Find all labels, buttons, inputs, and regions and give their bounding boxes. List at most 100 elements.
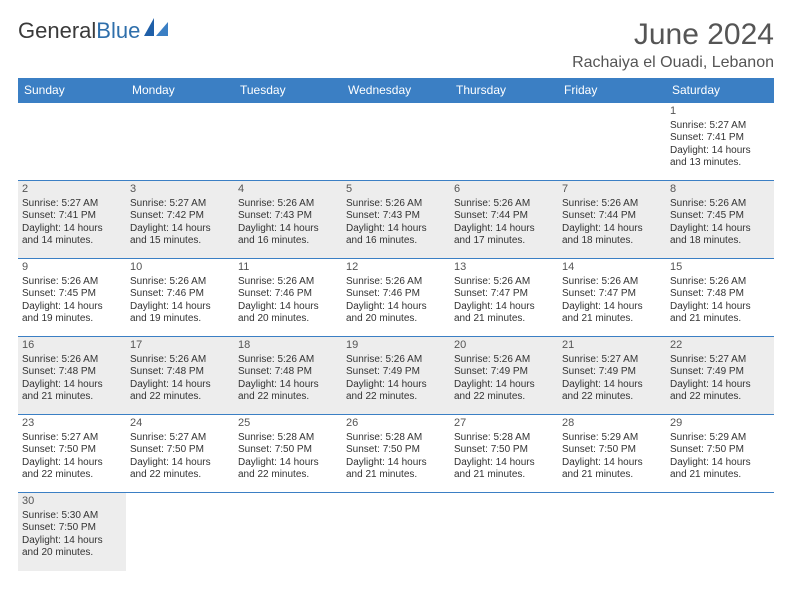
day-dl2: and 19 minutes. [130, 313, 230, 326]
day-dl1: Daylight: 14 hours [22, 223, 122, 236]
day-dl1: Daylight: 14 hours [238, 223, 338, 236]
calendar-day-cell: 7Sunrise: 5:26 AMSunset: 7:44 PMDaylight… [558, 181, 666, 259]
day-dl1: Daylight: 14 hours [454, 223, 554, 236]
calendar-day-cell: 25Sunrise: 5:28 AMSunset: 7:50 PMDayligh… [234, 415, 342, 493]
month-title: June 2024 [572, 18, 774, 52]
day-dl2: and 18 minutes. [562, 235, 662, 248]
day-number: 16 [22, 339, 122, 353]
day-number: 29 [670, 417, 770, 431]
day-dl2: and 21 minutes. [454, 469, 554, 482]
calendar-day-cell: 23Sunrise: 5:27 AMSunset: 7:50 PMDayligh… [18, 415, 126, 493]
day-sunset: Sunset: 7:46 PM [130, 288, 230, 301]
day-number: 5 [346, 183, 446, 197]
day-number: 12 [346, 261, 446, 275]
day-dl2: and 20 minutes. [22, 547, 122, 560]
day-sunset: Sunset: 7:47 PM [454, 288, 554, 301]
day-number: 24 [130, 417, 230, 431]
day-sunset: Sunset: 7:44 PM [562, 210, 662, 223]
sail-icon [144, 18, 170, 44]
day-dl1: Daylight: 14 hours [670, 223, 770, 236]
day-sunset: Sunset: 7:49 PM [670, 366, 770, 379]
day-dl2: and 20 minutes. [238, 313, 338, 326]
day-dl1: Daylight: 14 hours [22, 535, 122, 548]
day-sunrise: Sunrise: 5:26 AM [22, 354, 122, 367]
day-sunset: Sunset: 7:49 PM [346, 366, 446, 379]
day-sunrise: Sunrise: 5:28 AM [238, 432, 338, 445]
day-sunset: Sunset: 7:50 PM [454, 444, 554, 457]
day-dl2: and 22 minutes. [130, 391, 230, 404]
calendar-day-cell: 20Sunrise: 5:26 AMSunset: 7:49 PMDayligh… [450, 337, 558, 415]
day-number: 1 [670, 105, 770, 119]
calendar-day-cell: 14Sunrise: 5:26 AMSunset: 7:47 PMDayligh… [558, 259, 666, 337]
day-sunrise: Sunrise: 5:26 AM [454, 354, 554, 367]
calendar-day-cell: 8Sunrise: 5:26 AMSunset: 7:45 PMDaylight… [666, 181, 774, 259]
day-number: 7 [562, 183, 662, 197]
day-dl2: and 22 minutes. [346, 391, 446, 404]
day-dl1: Daylight: 14 hours [346, 457, 446, 470]
day-dl1: Daylight: 14 hours [130, 457, 230, 470]
title-block: June 2024 Rachaiya el Ouadi, Lebanon [572, 18, 774, 72]
header: GeneralBlue June 2024 Rachaiya el Ouadi,… [18, 18, 774, 72]
location: Rachaiya el Ouadi, Lebanon [572, 54, 774, 72]
day-dl1: Daylight: 14 hours [238, 301, 338, 314]
day-sunset: Sunset: 7:48 PM [670, 288, 770, 301]
day-dl2: and 15 minutes. [130, 235, 230, 248]
day-dl2: and 22 minutes. [670, 391, 770, 404]
weekday-header: Monday [126, 78, 234, 103]
calendar-week-row: 23Sunrise: 5:27 AMSunset: 7:50 PMDayligh… [18, 415, 774, 493]
day-dl1: Daylight: 14 hours [238, 457, 338, 470]
day-dl2: and 22 minutes. [22, 469, 122, 482]
day-number: 8 [670, 183, 770, 197]
day-sunrise: Sunrise: 5:26 AM [238, 354, 338, 367]
calendar-week-row: 9Sunrise: 5:26 AMSunset: 7:45 PMDaylight… [18, 259, 774, 337]
day-sunset: Sunset: 7:45 PM [670, 210, 770, 223]
calendar-day-cell: 24Sunrise: 5:27 AMSunset: 7:50 PMDayligh… [126, 415, 234, 493]
calendar-empty-cell [450, 103, 558, 181]
day-number: 22 [670, 339, 770, 353]
logo-word-1: General [18, 18, 96, 44]
calendar-day-cell: 30Sunrise: 5:30 AMSunset: 7:50 PMDayligh… [18, 493, 126, 571]
calendar-day-cell: 11Sunrise: 5:26 AMSunset: 7:46 PMDayligh… [234, 259, 342, 337]
day-dl1: Daylight: 14 hours [562, 379, 662, 392]
day-sunrise: Sunrise: 5:27 AM [670, 120, 770, 133]
calendar-day-cell: 15Sunrise: 5:26 AMSunset: 7:48 PMDayligh… [666, 259, 774, 337]
day-dl1: Daylight: 14 hours [562, 457, 662, 470]
calendar-day-cell: 12Sunrise: 5:26 AMSunset: 7:46 PMDayligh… [342, 259, 450, 337]
calendar-week-row: 30Sunrise: 5:30 AMSunset: 7:50 PMDayligh… [18, 493, 774, 571]
day-sunset: Sunset: 7:43 PM [346, 210, 446, 223]
calendar-day-cell: 21Sunrise: 5:27 AMSunset: 7:49 PMDayligh… [558, 337, 666, 415]
day-sunset: Sunset: 7:50 PM [346, 444, 446, 457]
day-sunrise: Sunrise: 5:27 AM [670, 354, 770, 367]
day-number: 6 [454, 183, 554, 197]
weekday-header: Tuesday [234, 78, 342, 103]
day-dl1: Daylight: 14 hours [130, 223, 230, 236]
day-sunset: Sunset: 7:46 PM [346, 288, 446, 301]
day-sunrise: Sunrise: 5:27 AM [22, 432, 122, 445]
day-sunset: Sunset: 7:50 PM [22, 444, 122, 457]
day-sunrise: Sunrise: 5:26 AM [130, 354, 230, 367]
day-sunset: Sunset: 7:41 PM [670, 132, 770, 145]
day-dl1: Daylight: 14 hours [130, 379, 230, 392]
day-dl2: and 21 minutes. [454, 313, 554, 326]
calendar-day-cell: 1Sunrise: 5:27 AMSunset: 7:41 PMDaylight… [666, 103, 774, 181]
calendar-day-cell: 17Sunrise: 5:26 AMSunset: 7:48 PMDayligh… [126, 337, 234, 415]
day-dl1: Daylight: 14 hours [670, 301, 770, 314]
calendar-day-cell: 18Sunrise: 5:26 AMSunset: 7:48 PMDayligh… [234, 337, 342, 415]
day-dl2: and 21 minutes. [562, 469, 662, 482]
day-dl1: Daylight: 14 hours [670, 145, 770, 158]
day-dl2: and 20 minutes. [346, 313, 446, 326]
day-dl1: Daylight: 14 hours [454, 301, 554, 314]
calendar-day-cell: 16Sunrise: 5:26 AMSunset: 7:48 PMDayligh… [18, 337, 126, 415]
logo: GeneralBlue [18, 18, 170, 44]
day-number: 27 [454, 417, 554, 431]
day-dl2: and 16 minutes. [238, 235, 338, 248]
calendar-day-cell: 22Sunrise: 5:27 AMSunset: 7:49 PMDayligh… [666, 337, 774, 415]
calendar-week-row: 1Sunrise: 5:27 AMSunset: 7:41 PMDaylight… [18, 103, 774, 181]
day-sunset: Sunset: 7:44 PM [454, 210, 554, 223]
day-number: 13 [454, 261, 554, 275]
calendar-empty-cell [558, 103, 666, 181]
calendar-day-cell: 26Sunrise: 5:28 AMSunset: 7:50 PMDayligh… [342, 415, 450, 493]
day-sunset: Sunset: 7:43 PM [238, 210, 338, 223]
day-sunset: Sunset: 7:50 PM [670, 444, 770, 457]
day-sunrise: Sunrise: 5:26 AM [22, 276, 122, 289]
